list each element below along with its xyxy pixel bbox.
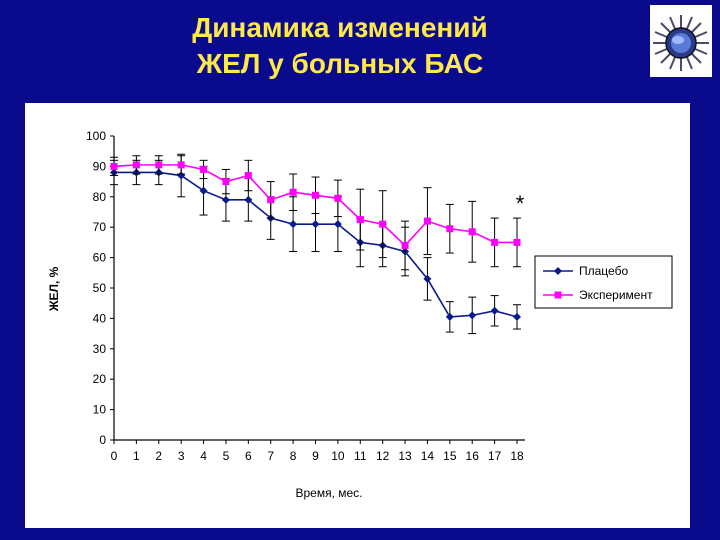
y-tick-label: 30	[93, 342, 107, 356]
legend-item: Плацебо	[543, 264, 628, 278]
data-point	[491, 238, 499, 246]
legend-swatch-marker	[554, 267, 562, 275]
y-tick-label: 100	[86, 129, 106, 143]
data-point	[334, 194, 342, 202]
annotation-asterisk: *	[516, 191, 525, 216]
data-point	[199, 186, 208, 195]
data-point	[132, 161, 140, 169]
y-tick-label: 60	[93, 251, 107, 265]
data-point	[423, 217, 431, 225]
x-tick-label: 12	[376, 449, 390, 463]
data-point	[445, 312, 454, 321]
x-ticks: 0 1 2 3 4 5 6 7 8 9 10 11 12 13 14 15 16 17 18	[111, 440, 524, 463]
chart-panel: 0 10 20 30 40 50 60 70 80 90 100 0 1 2 3 4 5 6 7 8 9 10 11 12 1…	[25, 103, 690, 528]
data-point	[244, 195, 253, 204]
data-point	[200, 165, 208, 173]
legend: Плацебо Эксперимент	[534, 255, 673, 309]
data-point	[289, 188, 297, 196]
data-point	[289, 220, 298, 229]
x-tick-label: 5	[223, 449, 230, 463]
x-tick-label: 9	[312, 449, 319, 463]
data-point	[468, 228, 476, 236]
x-tick-label: 4	[200, 449, 207, 463]
x-tick-label: 16	[466, 449, 480, 463]
slide-title-line2: ЖЕЛ у больных БАС	[196, 48, 484, 79]
data-point	[379, 220, 387, 228]
chart-series	[110, 153, 521, 335]
data-point	[468, 311, 477, 320]
legend-label: Эксперимент	[579, 288, 653, 302]
data-point	[222, 178, 230, 186]
x-tick-label: 3	[178, 449, 185, 463]
x-tick-label: 13	[398, 449, 412, 463]
x-tick-label: 8	[290, 449, 297, 463]
series-experiment	[110, 155, 521, 271]
data-point	[312, 191, 319, 199]
legend-swatch-marker	[554, 291, 562, 299]
y-tick-label: 40	[93, 311, 107, 325]
data-point	[267, 196, 275, 204]
y-tick-label: 0	[99, 433, 106, 447]
legend-label: Плацебо	[579, 264, 628, 278]
data-point	[311, 220, 320, 229]
data-point	[423, 274, 432, 283]
logo	[650, 5, 712, 77]
x-tick-label: 10	[331, 449, 345, 463]
y-tick-label: 70	[93, 220, 107, 234]
y-tick-label: 20	[93, 372, 107, 386]
y-tick-label: 50	[93, 281, 107, 295]
slide-title-line1: Динамика изменений	[192, 12, 488, 43]
y-ticks: 0 10 20 30 40 50 60 70 80 90 100	[86, 129, 114, 447]
data-point	[155, 161, 163, 169]
data-point	[177, 171, 186, 180]
x-axis-label: Время, мес.	[295, 486, 362, 500]
data-point	[490, 306, 499, 315]
legend-item: Эксперимент	[543, 288, 653, 302]
y-tick-label: 10	[93, 403, 107, 417]
x-tick-label: 0	[111, 449, 118, 463]
data-point	[244, 172, 252, 180]
data-point	[446, 225, 454, 233]
data-point	[513, 312, 521, 321]
legend-box	[534, 255, 673, 309]
y-axis-label: ЖЕЛ, %	[47, 266, 61, 312]
x-tick-label: 14	[421, 449, 435, 463]
chart-axes	[113, 136, 525, 441]
data-point	[356, 216, 364, 224]
slide-title: Динамика изменений ЖЕЛ у больных БАС	[130, 10, 550, 82]
y-tick-label: 80	[93, 190, 107, 204]
data-point	[177, 161, 185, 169]
y-tick-label: 90	[93, 159, 107, 173]
x-tick-label: 15	[443, 449, 457, 463]
data-point	[401, 241, 409, 249]
x-tick-label: 17	[488, 449, 502, 463]
data-point	[333, 220, 342, 229]
x-tick-label: 18	[510, 449, 524, 463]
data-point	[110, 162, 118, 170]
x-tick-label: 6	[245, 449, 252, 463]
x-tick-label: 1	[133, 449, 140, 463]
data-point	[221, 195, 230, 204]
data-point	[513, 238, 521, 246]
x-tick-label: 7	[267, 449, 274, 463]
x-tick-label: 11	[354, 449, 367, 463]
x-tick-label: 2	[155, 449, 162, 463]
spiky-virus-icon	[653, 15, 709, 71]
